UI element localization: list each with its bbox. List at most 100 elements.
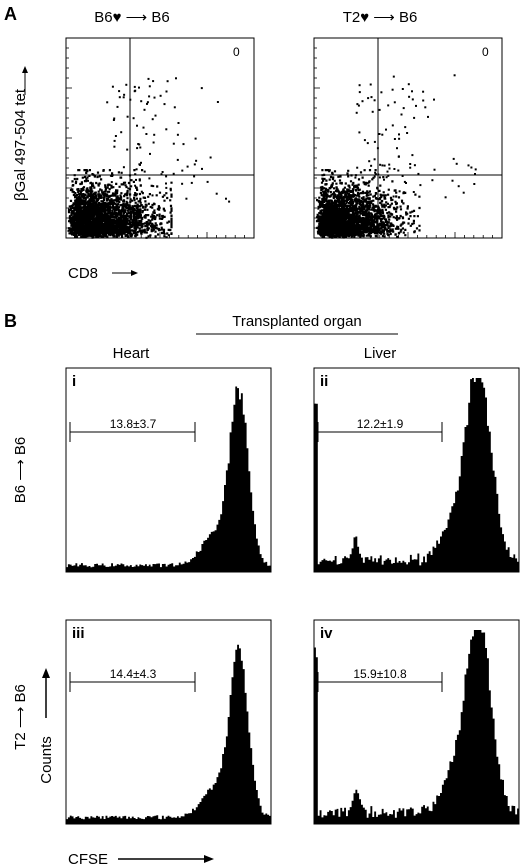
scatter-point xyxy=(165,186,168,189)
scatter-point xyxy=(123,93,126,96)
scatter-point xyxy=(200,87,203,90)
scatter-point xyxy=(118,90,121,93)
cfse-arrowhead xyxy=(204,855,214,863)
scatter-point xyxy=(366,142,369,145)
scatter-point xyxy=(136,124,138,127)
panel-a-right-title: T2♥ ⟶ B6 xyxy=(343,9,418,26)
scatter-point xyxy=(113,117,116,120)
histogram-area xyxy=(66,386,271,572)
scatter-point xyxy=(114,135,117,137)
scatter-plot-right: 0 xyxy=(313,37,503,239)
scatter-point xyxy=(397,169,400,172)
scatter-point xyxy=(474,173,476,175)
scatter-point xyxy=(378,133,381,135)
scatter-point xyxy=(378,108,381,111)
scatter-point xyxy=(181,169,184,172)
scatter-point xyxy=(140,100,143,103)
histogram-ii: ii 12.2±1.9 xyxy=(313,367,520,573)
scatter-point xyxy=(393,101,396,104)
scatter-point xyxy=(165,128,168,131)
x-axis-ticks xyxy=(65,819,272,824)
scatter-point xyxy=(145,133,148,135)
scatter-point xyxy=(135,178,137,181)
scatter-point xyxy=(370,164,373,167)
scatter-point xyxy=(135,168,138,171)
scatter-point xyxy=(143,170,146,173)
panel-a-left-title: B6♥ ⟶ B6 xyxy=(94,9,169,26)
scatter-point xyxy=(357,104,360,107)
scatter-point xyxy=(147,77,150,80)
scatter-point xyxy=(404,126,407,129)
scatter-point xyxy=(379,163,382,166)
x-axis-ticks xyxy=(313,567,520,572)
scatter-point xyxy=(392,75,395,78)
scatter-point xyxy=(127,187,130,190)
scatter-point xyxy=(411,154,414,157)
scatter-point xyxy=(138,86,140,89)
scatter-point xyxy=(153,133,156,136)
scatter-point xyxy=(385,128,387,131)
scatter-point xyxy=(412,191,415,193)
scatter-point xyxy=(380,91,383,94)
xlabel-arrowhead xyxy=(131,270,138,276)
scatter-point xyxy=(143,108,146,111)
scatter-point xyxy=(356,103,359,106)
scatter-point xyxy=(152,80,155,83)
scatter-point xyxy=(393,168,396,170)
scatter-point xyxy=(388,167,391,170)
scatter-point xyxy=(172,172,175,175)
scatter-point xyxy=(400,113,403,116)
scatter-point xyxy=(163,103,166,106)
scatter-point xyxy=(396,147,398,150)
scatter-point xyxy=(427,115,429,118)
histogram-area xyxy=(66,644,271,824)
scatter-point xyxy=(152,141,155,144)
scatter-point xyxy=(401,88,404,90)
row-label-1-group: B6 ⟶ B6 xyxy=(12,437,29,504)
scatter-point xyxy=(225,197,227,200)
scatter-point xyxy=(406,132,409,134)
scatter-point xyxy=(113,145,116,148)
scatter-point xyxy=(371,110,374,113)
scatter-point xyxy=(373,158,376,161)
y-axis-ticks xyxy=(66,37,72,239)
scatter-point xyxy=(125,83,128,86)
scatter-point xyxy=(106,101,109,104)
scatter-point xyxy=(193,163,196,166)
scatter-point xyxy=(387,174,390,177)
scatter-point xyxy=(120,131,123,134)
panel-roman: i xyxy=(72,373,76,390)
scatter-point xyxy=(433,168,436,171)
scatter-point xyxy=(142,126,145,129)
histogram-area xyxy=(314,378,519,572)
x-axis-ticks xyxy=(65,567,272,572)
scatter-point xyxy=(110,181,113,184)
scatter-point xyxy=(136,147,139,150)
scatter-point xyxy=(165,90,168,93)
scatter-point xyxy=(112,119,115,121)
scatter-point xyxy=(473,183,476,185)
scatter-point xyxy=(388,163,391,166)
histogram-i: i 13.8±3.7 xyxy=(65,367,272,573)
scatter-point xyxy=(177,122,180,124)
scatter-plot-left: 0 xyxy=(65,37,255,239)
scatter-point xyxy=(186,165,189,168)
scatter-point xyxy=(181,182,184,185)
gate-label: 14.4±4.3 xyxy=(110,667,157,681)
scatter-point xyxy=(457,185,460,188)
row-label-b6: B6 ⟶ B6 xyxy=(12,437,29,504)
scatter-point xyxy=(373,99,376,102)
scatter-point xyxy=(398,190,401,193)
scatter-point xyxy=(126,148,129,151)
scatter-point xyxy=(393,138,396,140)
scatter-point xyxy=(148,85,151,88)
scatter-point xyxy=(444,196,447,199)
scatter-point xyxy=(453,74,456,77)
scatter-point xyxy=(462,191,465,194)
scatter-point xyxy=(169,189,172,192)
gate-label: 15.9±10.8 xyxy=(353,667,407,681)
scatter-point xyxy=(424,106,427,109)
scatter-point xyxy=(228,200,231,203)
histogram-area xyxy=(314,630,519,824)
